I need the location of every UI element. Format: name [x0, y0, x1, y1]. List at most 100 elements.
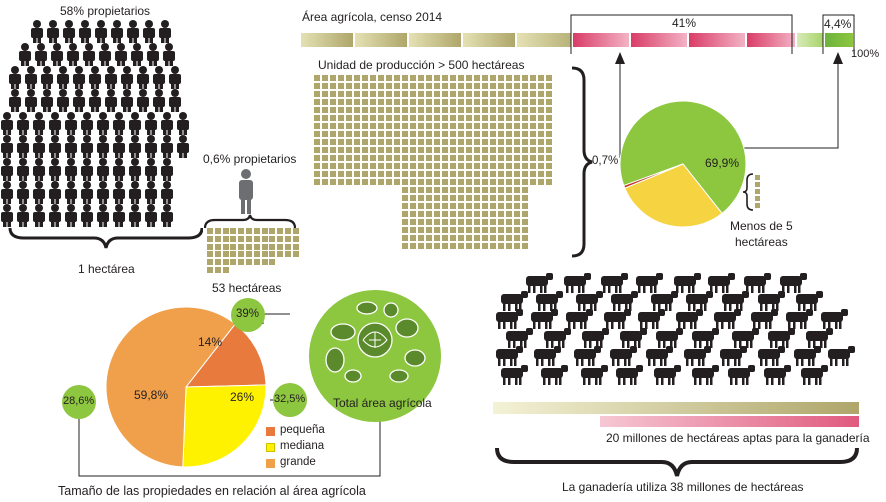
person-icon	[111, 20, 123, 43]
hectare-square	[442, 131, 448, 137]
hectare-square	[546, 107, 552, 113]
hectare-square	[354, 99, 360, 105]
hectare-square	[530, 75, 536, 81]
cow-icon	[692, 365, 719, 385]
hectare-square	[370, 115, 376, 121]
hectare-square	[322, 155, 328, 161]
hectare-square	[378, 179, 384, 185]
hectare-square	[506, 171, 512, 177]
hectare-square	[330, 115, 336, 121]
hectare-square	[498, 171, 504, 177]
hectare-square	[410, 131, 416, 137]
bar-pink-2	[631, 33, 687, 47]
hectare-square	[458, 211, 464, 217]
person-icon	[65, 181, 77, 204]
hectare-square	[410, 139, 416, 145]
hectare-square	[370, 147, 376, 153]
cow-icon	[616, 365, 643, 385]
cow-icon	[526, 273, 553, 293]
olive-gradient-bar	[493, 402, 859, 414]
hectare-square	[330, 83, 336, 89]
hectare-square	[410, 219, 416, 225]
cow-icon	[496, 346, 523, 366]
hectare-square	[402, 91, 408, 97]
hectare-square	[546, 139, 552, 145]
cow-icon	[544, 328, 571, 348]
livestock-brace	[495, 447, 859, 477]
cow-icon	[692, 328, 719, 348]
hectare-square	[222, 235, 229, 242]
person-icon	[97, 135, 109, 158]
small-brace	[742, 173, 754, 211]
hectare-square	[482, 171, 488, 177]
hectare-square	[490, 123, 496, 129]
hectare-square	[418, 107, 424, 113]
hectare-square	[458, 203, 464, 209]
hectare-square	[207, 235, 213, 242]
hectare-square	[498, 91, 504, 97]
hectare-square	[498, 99, 504, 105]
hectare-square	[442, 187, 448, 193]
hectare-square	[474, 83, 480, 89]
hectare-square	[418, 171, 424, 177]
hectare-square	[546, 115, 552, 121]
hectare-square	[546, 83, 552, 89]
person-icon	[17, 135, 29, 158]
hectare-square	[378, 147, 384, 153]
hectare-square	[466, 243, 472, 249]
person-icon	[145, 181, 157, 204]
hectare-square	[207, 267, 213, 273]
cow-icon	[610, 346, 637, 366]
hectare-square	[434, 83, 440, 89]
hectare-square	[362, 83, 368, 89]
hectare-square	[450, 131, 456, 137]
hectare-square	[450, 235, 456, 241]
person-icon	[33, 158, 45, 181]
hectare-square	[482, 227, 488, 233]
hectare-square	[386, 75, 392, 81]
person-icon	[129, 158, 141, 181]
hectare-square	[538, 147, 544, 153]
hectare-square	[514, 235, 520, 241]
cow-icon	[564, 273, 591, 293]
hectare-square	[338, 115, 344, 121]
owners-06-label: 0,6% propietarios	[203, 152, 297, 166]
person-icon	[105, 66, 117, 89]
person-icon	[145, 112, 157, 135]
hectare-square	[458, 99, 464, 105]
hectare-square	[253, 259, 260, 266]
hectare-square	[530, 155, 536, 161]
hectare-square	[450, 219, 456, 225]
hectare-square	[362, 115, 368, 121]
hectare-square	[362, 163, 368, 169]
hectare-square	[434, 123, 440, 129]
bracket-44	[822, 14, 855, 54]
hectare-square	[346, 83, 352, 89]
hectare-square	[402, 83, 408, 89]
hectare-square	[314, 107, 320, 113]
cow-icon	[768, 328, 795, 348]
hectare-square	[458, 91, 464, 97]
hectare-square	[402, 195, 408, 201]
hectare-square	[482, 147, 488, 153]
person-icon	[127, 20, 139, 43]
hectare-square	[426, 99, 432, 105]
hectare-square	[490, 211, 496, 217]
cow-icon	[714, 309, 741, 329]
hectare-square	[506, 139, 512, 145]
hectare-square	[442, 195, 448, 201]
hectare-square	[474, 243, 480, 249]
hectare-square	[214, 259, 221, 266]
cow-icon	[620, 328, 647, 348]
hectare-square	[426, 107, 432, 113]
hectare-square	[230, 228, 237, 234]
bar-olive-2	[355, 33, 407, 47]
hectare-square	[466, 123, 472, 129]
hectare-square	[522, 171, 528, 177]
hectare-square	[378, 99, 384, 105]
hectare-square	[474, 163, 480, 169]
hectare-square	[426, 163, 432, 169]
hectare-square	[482, 179, 488, 185]
person-icon	[17, 158, 29, 181]
hectare-square	[410, 107, 416, 113]
